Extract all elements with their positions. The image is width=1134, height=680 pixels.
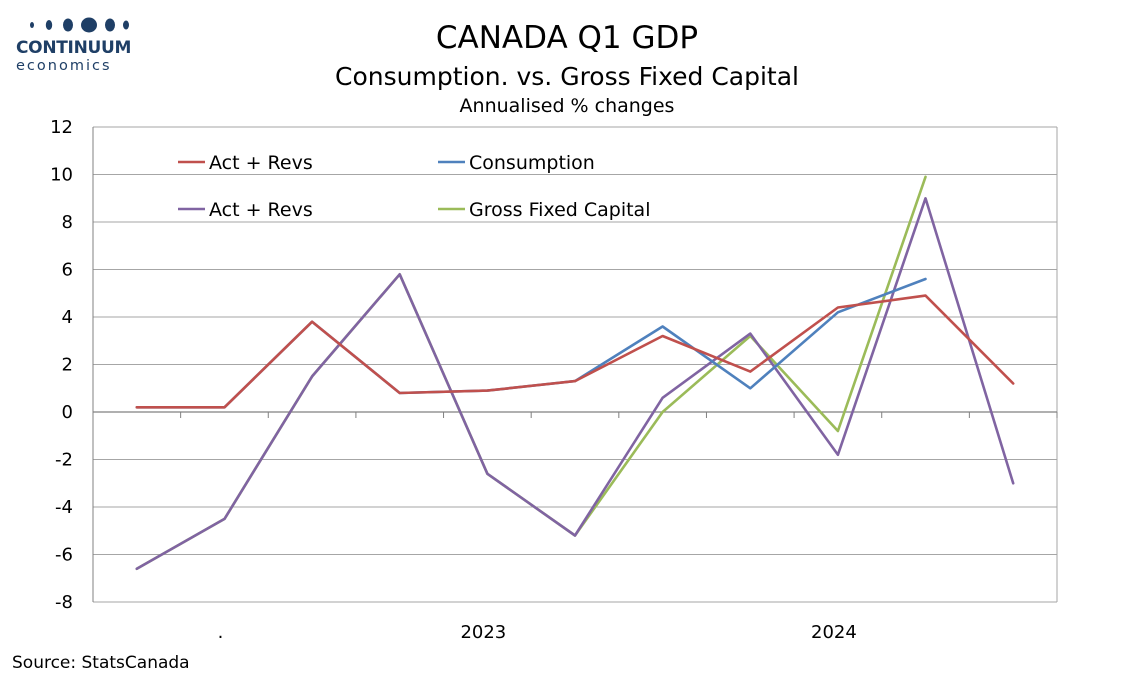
series-line-0 [135, 294, 1015, 409]
series-line-2 [135, 197, 1015, 571]
y-tick-label: 4 [62, 307, 73, 328]
legend-label: Gross Fixed Capital [469, 199, 650, 221]
y-tick-label: 0 [62, 402, 73, 423]
series-line-3 [135, 175, 927, 571]
y-tick-label: -8 [55, 592, 73, 613]
logo-subtitle: economics [16, 58, 112, 74]
y-tick-label: -4 [55, 497, 73, 518]
y-tick-label: 6 [62, 260, 73, 281]
chart-subtitle: Consumption. vs. Gross Fixed Capital [335, 62, 799, 91]
x-tick-label: . [218, 622, 224, 643]
x-tick-label: 2023 [460, 622, 506, 643]
x-tick-label: 2024 [811, 622, 857, 643]
y-tick-label: 2 [62, 355, 73, 376]
y-tick-label: 10 [50, 165, 73, 186]
logo: CONTINUUM economics [14, 14, 134, 74]
legend-label: Act + Revs [209, 199, 313, 221]
source-note: Source: StatsCanada [12, 653, 190, 673]
logo-name: CONTINUUM [16, 38, 132, 58]
logo-dots-icon [30, 17, 129, 33]
chart-title: CANADA Q1 GDP [435, 20, 699, 56]
legend-label: Act + Revs [209, 152, 313, 174]
series-line-1 [135, 277, 927, 409]
legend-label: Consumption [469, 152, 595, 174]
y-tick-label: 8 [62, 212, 73, 233]
chart-units: Annualised % changes [459, 95, 675, 117]
y-tick-label: 12 [50, 117, 73, 138]
y-tick-label: -2 [55, 450, 73, 471]
y-tick-label: -6 [55, 545, 73, 566]
